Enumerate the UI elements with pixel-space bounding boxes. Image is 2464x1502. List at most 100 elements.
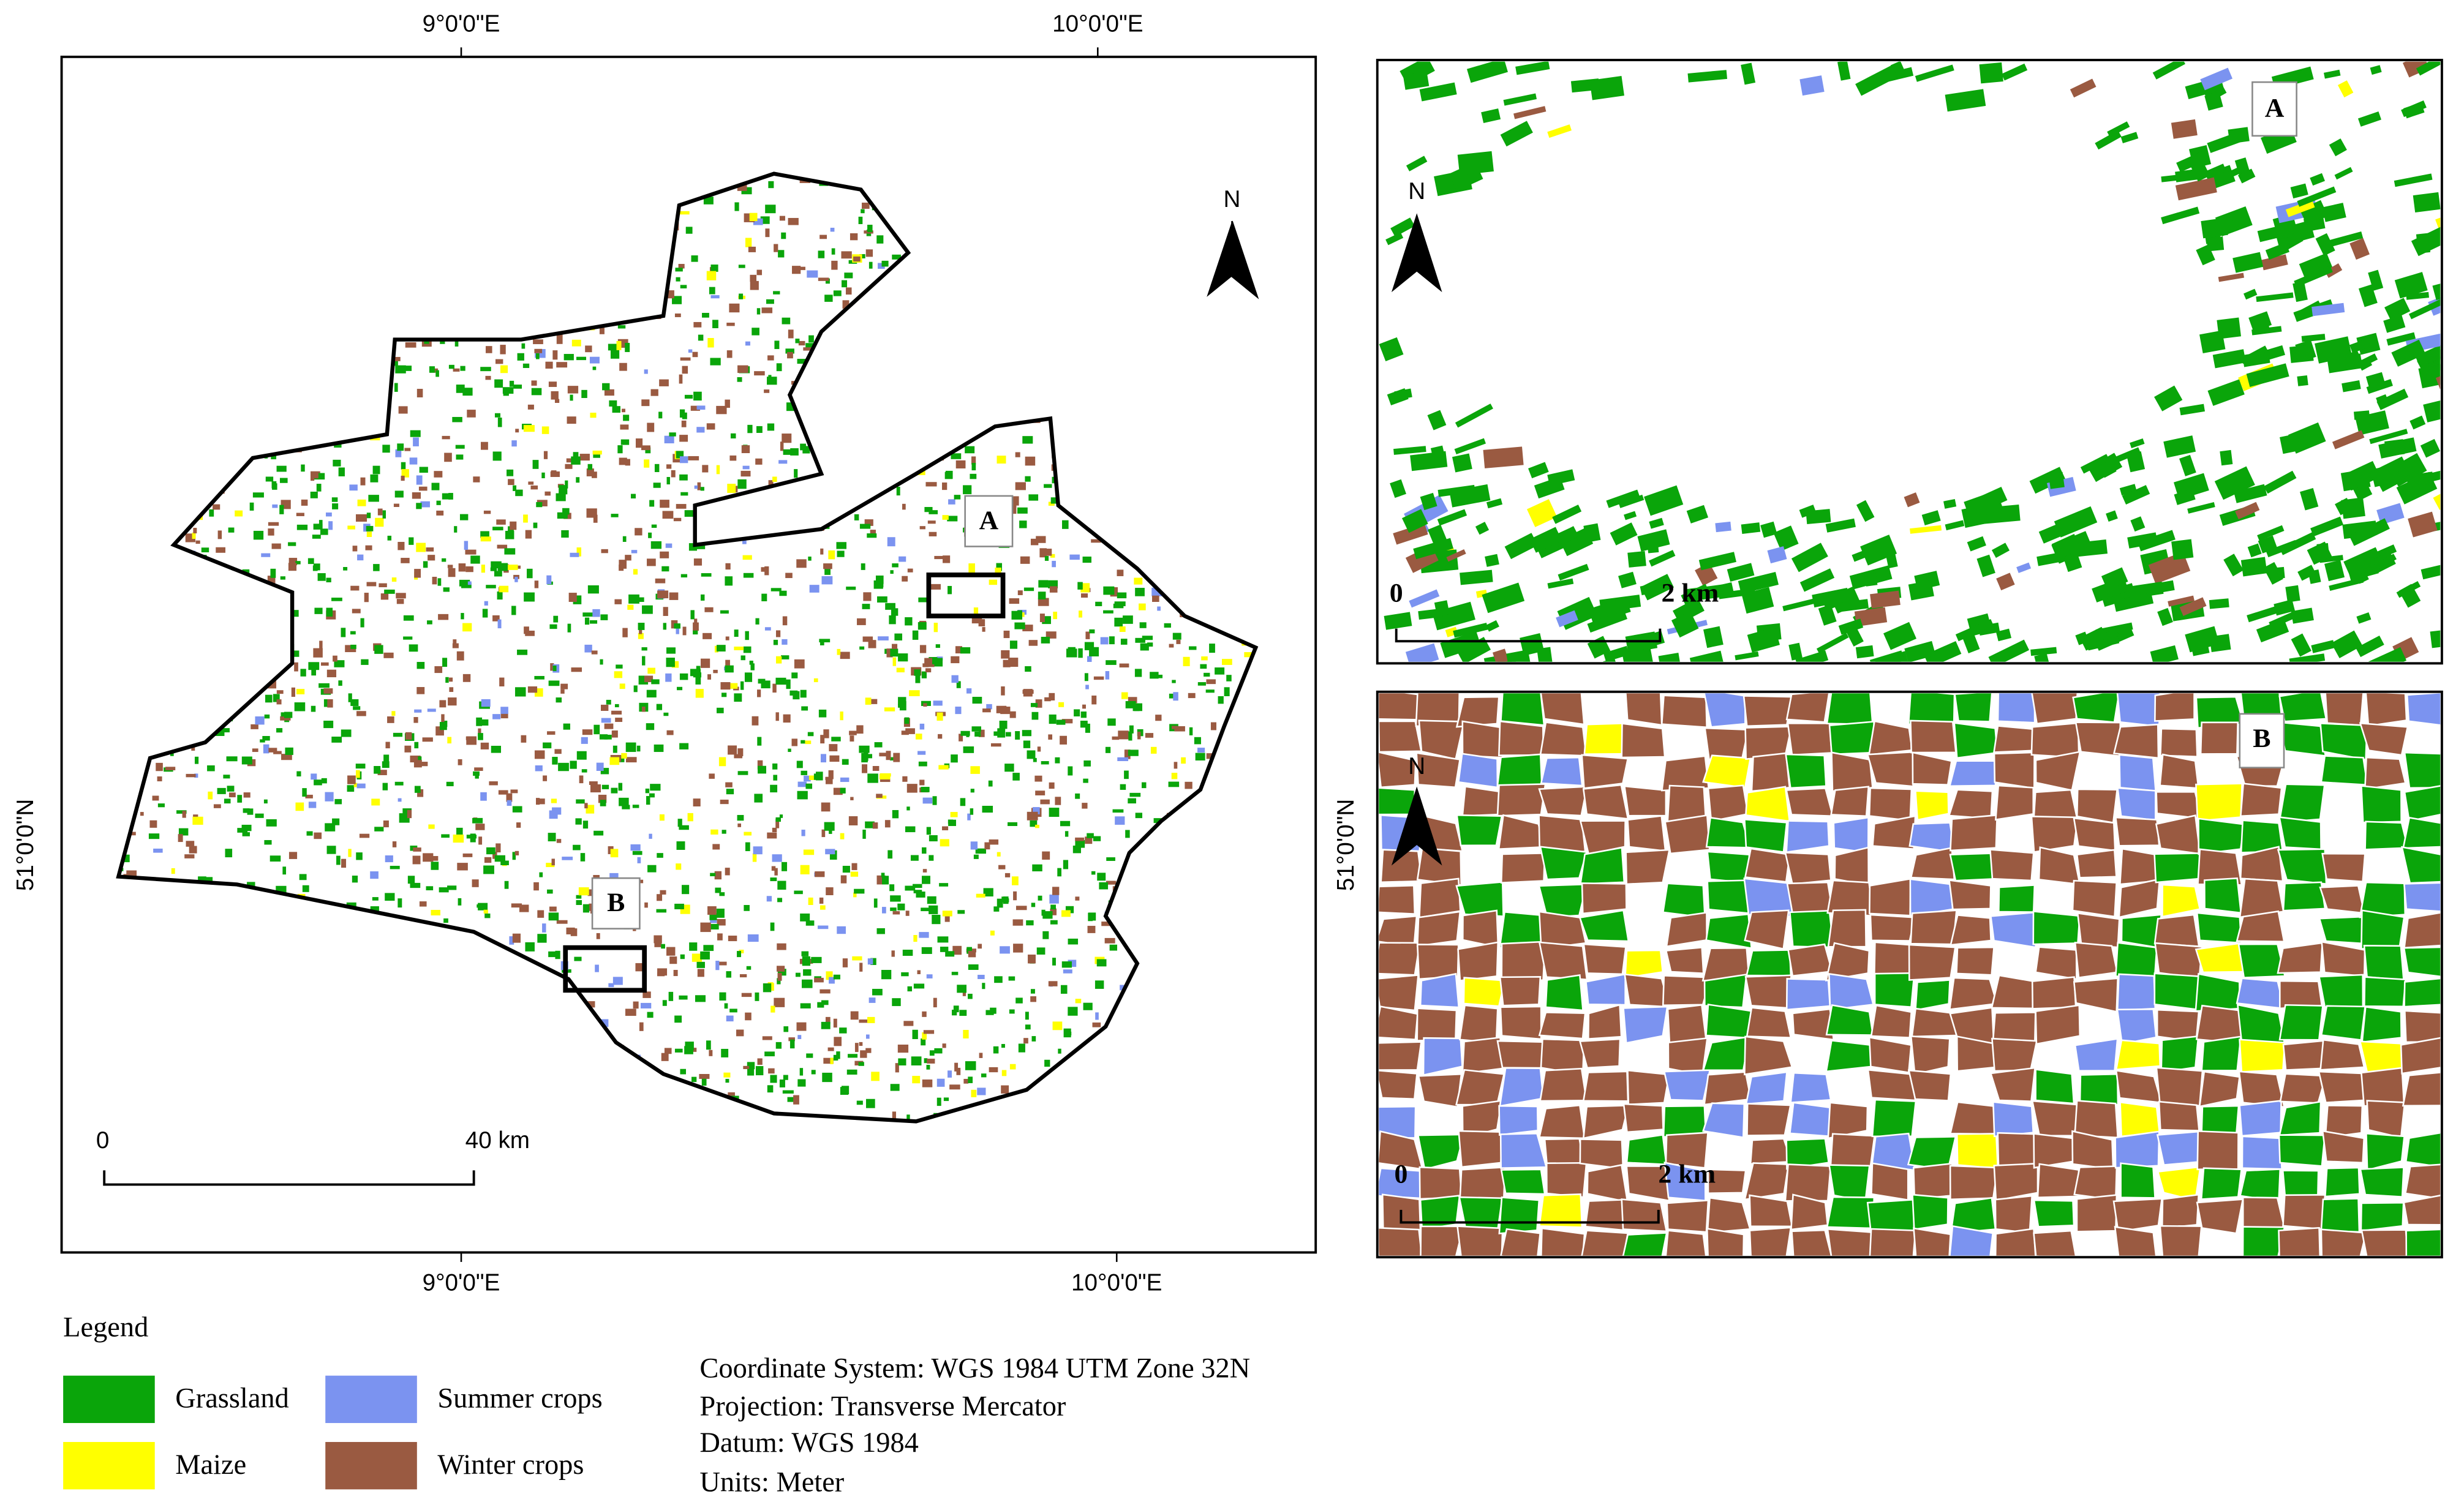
field-patch: [359, 833, 370, 838]
field-patch: [178, 834, 183, 843]
field-patch: [913, 884, 922, 888]
field-patch: [656, 909, 667, 913]
field-patch: [1703, 626, 1724, 648]
field-patch: [294, 702, 306, 712]
field-patch: [546, 863, 555, 868]
field-patch: [270, 568, 276, 578]
field-patch: [1706, 879, 1749, 914]
field-patch: [385, 742, 390, 749]
field-patch: [587, 585, 599, 594]
field-patch: [314, 607, 323, 614]
field-patch: [2220, 449, 2233, 466]
field-patch: [514, 851, 519, 855]
field-patch: [264, 839, 272, 845]
field-patch: [729, 1008, 737, 1013]
field-patch: [807, 732, 814, 737]
field-patch: [1132, 703, 1140, 712]
field-patch: [2282, 1039, 2327, 1071]
field-patch: [1501, 941, 1546, 982]
field-patch: [1870, 1004, 1913, 1038]
field-patch: [423, 561, 428, 568]
field-patch: [1063, 860, 1069, 869]
field-patch: [484, 601, 488, 606]
field-patch: [1145, 733, 1154, 738]
field-patch: [633, 1001, 639, 1009]
field-patch: [1665, 1132, 1709, 1169]
field-patch: [195, 540, 200, 544]
field-patch: [1500, 1168, 1546, 1195]
field-patch: [828, 770, 834, 779]
field-patch: [1785, 753, 1827, 789]
field-patch: [948, 1070, 952, 1078]
field-patch: [500, 707, 508, 714]
field-patch: [2130, 516, 2146, 532]
field-patch: [828, 550, 835, 560]
field-patch: [2036, 1163, 2080, 1199]
field-patch: [862, 829, 866, 839]
field-patch: [1665, 911, 1708, 948]
field-patch: [587, 889, 594, 896]
field-patch: [616, 664, 623, 669]
field-patch: [892, 809, 899, 819]
field-patch: [2384, 439, 2405, 457]
field-patch: [473, 476, 480, 483]
north-arrow: [1391, 786, 1442, 866]
field-patch: [171, 868, 175, 874]
field-patch: [673, 517, 682, 522]
field-patch: [782, 317, 791, 325]
field-patch: [2405, 1228, 2441, 1256]
field-patch: [416, 543, 426, 552]
field-patch: [901, 972, 909, 977]
field-patch: [1956, 1133, 1999, 1170]
field-patch: [512, 933, 521, 943]
field-patch: [2365, 372, 2386, 391]
field-patch: [734, 754, 743, 759]
field-patch: [747, 424, 753, 434]
field-patch: [1068, 938, 1079, 945]
field-patch: [1031, 712, 1039, 720]
field-patch: [2251, 326, 2282, 336]
field-patch: [740, 470, 751, 477]
field-patch: [201, 547, 209, 553]
field-patch: [1534, 476, 1565, 499]
field-patch: [966, 688, 972, 694]
field-patch: [500, 365, 508, 374]
field-patch: [968, 563, 975, 573]
field-patch: [417, 789, 424, 797]
field-patch: [1547, 578, 1574, 589]
field-patch: [1914, 790, 1950, 821]
field-patch: [887, 850, 893, 859]
field-patch: [692, 351, 698, 358]
field-patch: [675, 268, 683, 272]
field-patch: [713, 669, 718, 674]
field-patch: [1481, 108, 1501, 124]
field-patch: [665, 673, 672, 682]
field-patch: [296, 771, 301, 777]
field-patch: [619, 457, 627, 465]
field-patch: [375, 517, 384, 527]
field-patch: [891, 608, 899, 616]
field-patch: [1109, 636, 1115, 645]
field-patch: [968, 1076, 973, 1083]
inset-label-bg: [2239, 713, 2285, 768]
field-patch: [458, 898, 462, 906]
field-patch: [1044, 549, 1052, 556]
field-patch: [2408, 297, 2441, 320]
field-patch: [1499, 1005, 1542, 1040]
field-patch: [1106, 857, 1115, 862]
field-patch: [955, 707, 962, 715]
field-patch: [2116, 693, 2161, 727]
field-patch: [644, 675, 654, 683]
field-patch: [2223, 554, 2244, 577]
field-patch: [552, 807, 562, 815]
field-patch: [1114, 617, 1123, 627]
field-patch: [566, 458, 576, 463]
field-patch: [178, 828, 189, 836]
field-patch: [2297, 375, 2308, 386]
field-patch: [919, 932, 929, 938]
field-patch: [642, 656, 646, 666]
field-patch: [794, 659, 805, 669]
field-patch: [829, 977, 835, 984]
field-patch: [467, 581, 472, 585]
field-patch: [986, 704, 992, 710]
